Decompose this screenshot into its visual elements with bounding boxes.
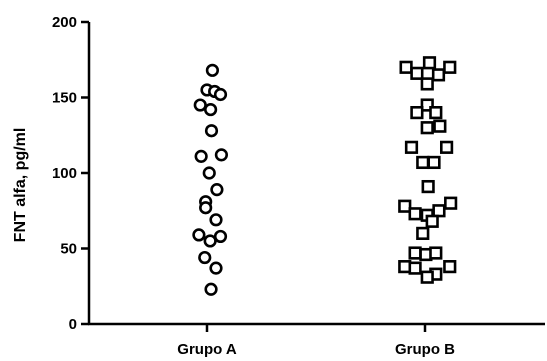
data-point-circle [194,149,208,163]
data-point-square [410,66,424,80]
data-point-circle [213,87,228,102]
data-point-circle [192,228,206,242]
data-point-square [399,60,413,74]
x-tick-label: Grupo B [395,341,455,358]
data-point-square [420,77,434,91]
data-point-square [404,140,419,154]
data-point-square [408,246,422,260]
data-points [192,56,458,296]
data-point-square [410,106,424,120]
data-point-circle [210,183,224,197]
data-point-square [421,179,435,194]
data-point-square [432,204,446,218]
data-point-square [433,119,447,133]
data-point-circle [204,102,218,117]
data-point-square [420,98,434,112]
data-point-circle [204,124,219,138]
data-point-square [416,226,430,241]
data-point-circle [209,213,223,227]
y-tick-label: 50 [60,241,77,258]
data-point-square [420,270,434,284]
y-axis-title: FNT alfa, pg/ml [12,128,29,243]
data-point-circle [198,250,212,265]
y-tick-label: 0 [69,316,77,333]
data-point-square [429,106,443,120]
y-tick-label: 200 [52,14,77,31]
y-ticks: 0 50 100 150 200 [52,14,89,333]
data-point-square [425,214,439,228]
data-point-circle [205,63,219,77]
data-point-square [429,246,443,260]
axes [87,22,545,326]
data-point-square [444,196,458,210]
data-point-square [408,207,422,221]
data-point-square [427,155,441,170]
data-point-circle [214,148,228,162]
data-point-circle [199,201,213,215]
data-point-square [420,121,434,135]
data-point-square [398,260,412,274]
x-ticks: Grupo A Grupo B [177,324,455,358]
data-point-square [439,140,454,154]
data-point-square [443,260,457,274]
y-tick-label: 150 [52,90,77,107]
x-tick-label: Grupo A [177,341,237,358]
data-point-circle [213,229,228,244]
data-point-circle [203,234,217,248]
data-point-square [422,56,437,70]
data-point-square [398,199,412,213]
data-point-square [443,60,457,74]
data-point-circle [193,98,207,112]
data-point-square [408,261,422,275]
data-point-square [431,68,446,82]
data-point-square [416,155,430,170]
y-tick-label: 100 [52,165,77,182]
data-point-circle [202,166,216,180]
data-point-circle [204,282,218,296]
data-point-circle [209,261,223,275]
